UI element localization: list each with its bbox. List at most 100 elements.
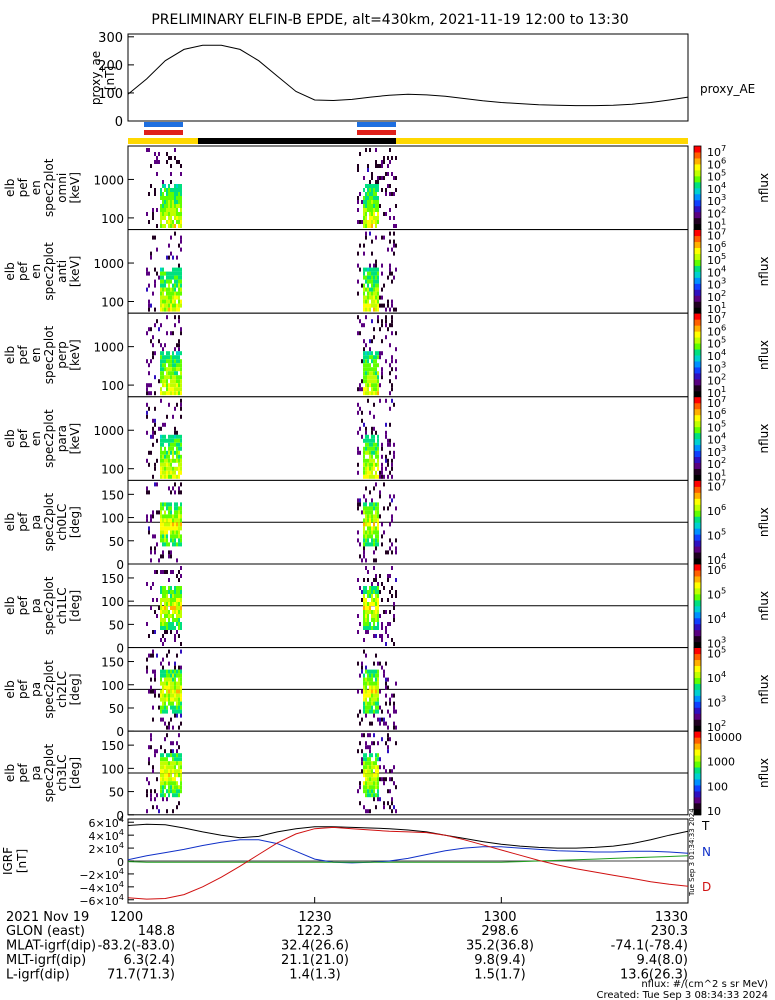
spectrogram-cell (391, 271, 393, 276)
colorbar-segment (694, 713, 701, 720)
spectrogram-cell (146, 391, 148, 396)
spectrogram-cell (387, 578, 389, 582)
spectrogram-cell (377, 618, 379, 622)
panel-ylabel-line: perp (55, 341, 69, 369)
spectrogram-cell (371, 677, 373, 682)
spectrogram-cell (166, 375, 168, 380)
spectrogram-cell (369, 518, 371, 523)
spectrogram-cell (166, 414, 168, 419)
spectrogram-cell (154, 546, 156, 551)
spectrogram-cell (146, 387, 148, 392)
spectrogram-cell (174, 216, 176, 220)
colorbar-segment (694, 587, 701, 595)
spectrogram-cell (174, 618, 176, 622)
spectrogram-cell (373, 626, 375, 630)
panel-ylabel-line: en (29, 264, 43, 279)
spectrogram-cell (371, 542, 373, 547)
spectrogram-cell (162, 685, 164, 690)
colorbar-tick-label: 105 (707, 526, 726, 542)
spectrogram-cell (174, 685, 176, 690)
spectrogram-cell (359, 673, 361, 678)
spectrogram-cell (154, 797, 156, 802)
time-axis-label: 1230 (298, 910, 331, 925)
spectrogram-cell (166, 506, 168, 511)
spectrogram-cell (377, 454, 379, 459)
spectrogram-cell (357, 315, 359, 320)
spectrogram-cell (166, 514, 168, 519)
spectrogram-cell (373, 566, 375, 570)
colorbar-label-text: nflux (757, 256, 771, 286)
spectrogram-cell (369, 733, 371, 738)
colorbar-label: nflux (757, 173, 771, 203)
spectrogram-cell (152, 430, 154, 435)
spectrogram-cell (391, 355, 393, 360)
ephemeris-row-label: L-igrf(dip) (6, 968, 70, 983)
spectrogram-cell (160, 514, 162, 519)
spectrogram-cell (160, 398, 162, 403)
spectrogram-cell (160, 275, 162, 280)
spectrogram-cell (160, 462, 162, 467)
colorbar-frame (693, 730, 702, 816)
spectrogram-cell (176, 359, 178, 364)
spectrogram-cell (170, 749, 172, 754)
spectrogram-cell (369, 192, 371, 196)
spectrogram-cell (395, 506, 397, 511)
ephemeris-value: -83.2(-83.0) (98, 939, 175, 954)
spectrogram-cell (178, 733, 180, 738)
spectrogram-cell (150, 689, 152, 694)
spectrogram-cell (176, 220, 178, 224)
spectrogram-cell (168, 442, 170, 447)
spectrogram-cell (160, 677, 162, 682)
spectrogram-cell (160, 598, 162, 602)
spectrogram-cell (164, 590, 166, 594)
spectrogram-cell (377, 212, 379, 216)
spectrogram-cell (168, 351, 170, 356)
spectrogram-cell (148, 530, 150, 535)
spectrogram-cell (367, 283, 369, 288)
panel-ylabel-line: pef (16, 177, 30, 197)
panel-ytick-label: 100 (101, 212, 124, 226)
spectrogram-cell (369, 267, 371, 272)
spectrogram-cell (176, 208, 178, 212)
spectrogram-cell (387, 725, 389, 730)
spectrogram-cell (180, 721, 182, 726)
spectrogram-cell (168, 156, 170, 160)
spectrogram-cell (166, 610, 168, 614)
colorbar-segment (694, 719, 701, 726)
spectrogram-cell (160, 610, 162, 614)
spectrogram-cell (365, 522, 367, 527)
spectrogram-cell (166, 303, 168, 308)
spectrogram-cell (172, 542, 174, 547)
spectrogram-cell (375, 355, 377, 360)
spectrogram-cell (180, 705, 182, 710)
spectrogram-cell (146, 359, 148, 364)
spectrogram-cell (178, 590, 180, 594)
spectrogram-cell (385, 430, 387, 435)
spectrogram-cell (371, 291, 373, 296)
spectrogram-cell (160, 291, 162, 296)
spectrogram-cell (166, 387, 168, 392)
spectrogram-cell (180, 482, 182, 487)
spectrogram-cell (176, 458, 178, 463)
spectrogram-cell (180, 606, 182, 610)
panel-ylabel-line: spec2plot (42, 325, 56, 384)
spectrogram-cell (164, 474, 166, 479)
spectrogram-cell (170, 156, 172, 160)
spectrogram-cell (156, 458, 158, 463)
spectrogram-cell (172, 454, 174, 459)
spectrogram-cell (381, 263, 383, 268)
spectrogram-cell (373, 610, 375, 614)
spectrogram-cell (391, 383, 393, 388)
spectrogram-cell (146, 622, 148, 626)
spectrogram-cell (363, 287, 365, 292)
spectrogram-cell (174, 267, 176, 272)
panel-ylabel-line: [keV] (68, 423, 82, 454)
spectrogram-cell (391, 801, 393, 806)
spectrogram-cell (375, 383, 377, 388)
spectrogram-cell (152, 434, 154, 439)
spectrogram-cell (371, 319, 373, 324)
spectrogram-cell (379, 689, 381, 694)
spectrogram-cell (371, 785, 373, 790)
spectrogram-cell (383, 801, 385, 806)
spectrogram-cell (168, 725, 170, 730)
